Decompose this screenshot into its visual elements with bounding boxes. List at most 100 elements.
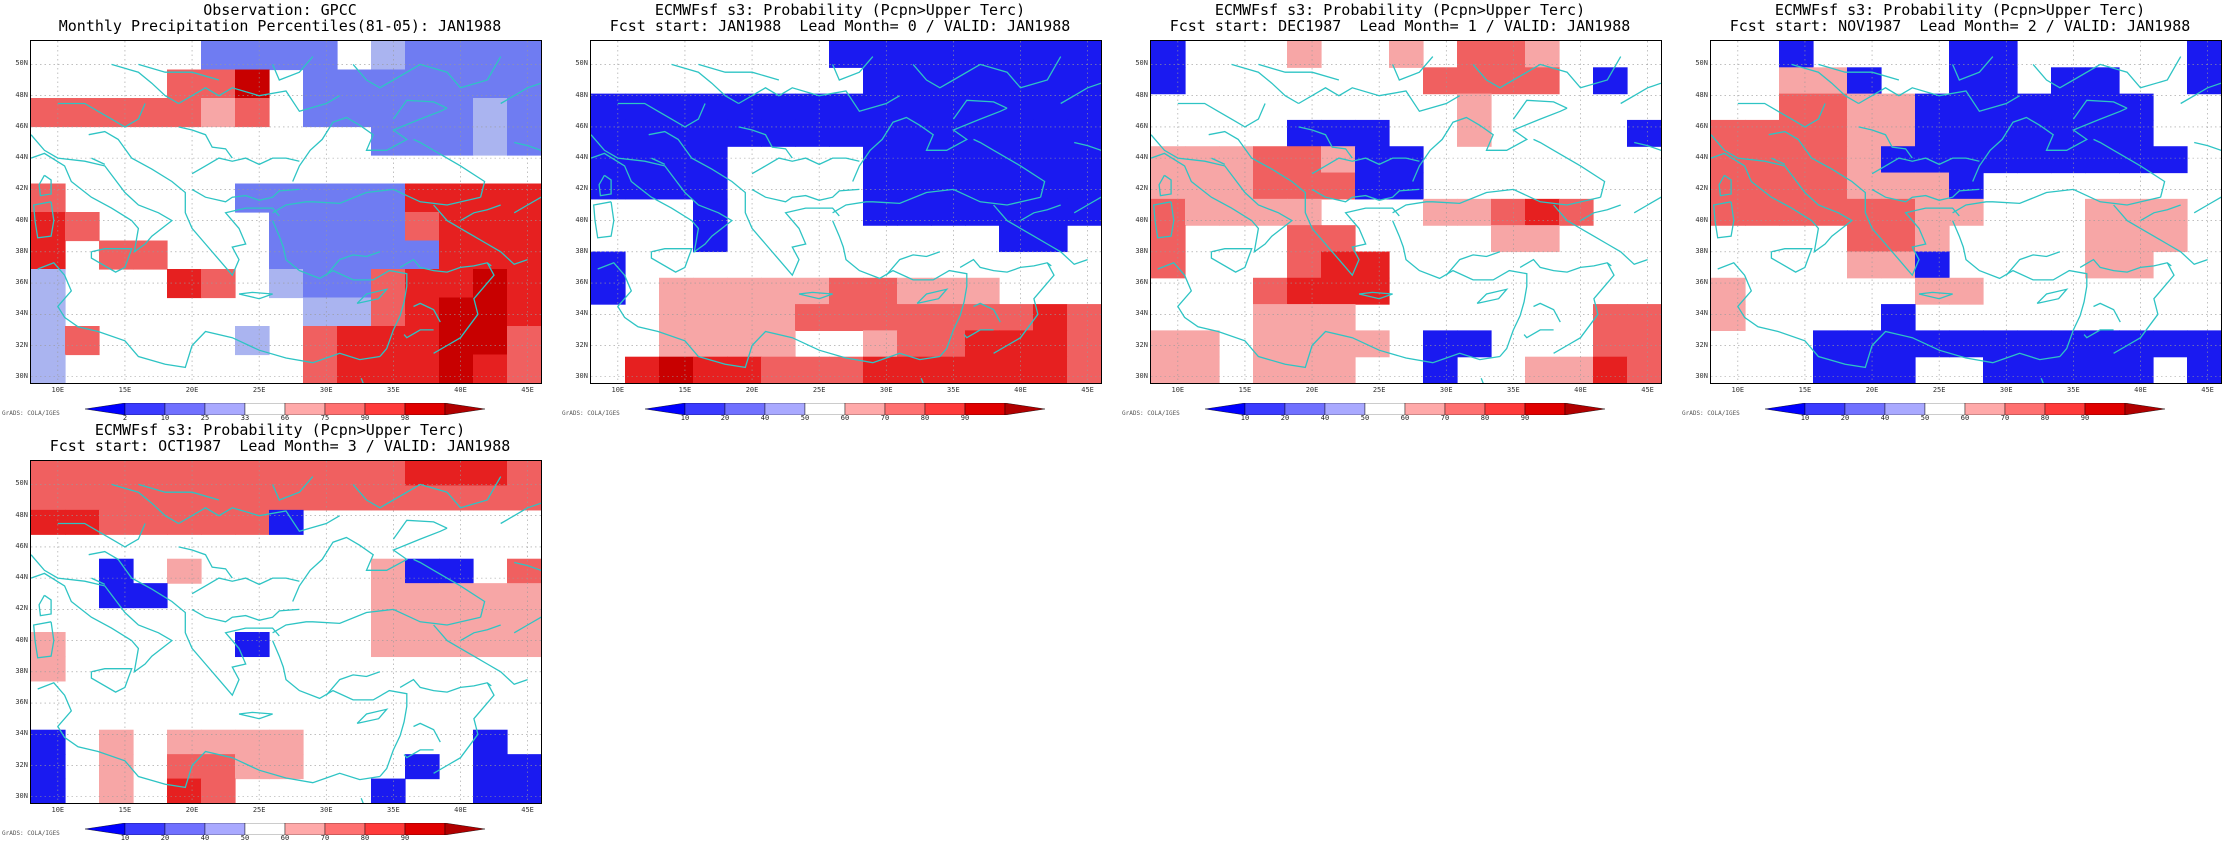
grid-cell-12-5 [1881,356,1916,383]
colorbar-swatch [284,822,326,836]
lon-tick-label: 30E [319,806,333,814]
lon-tick-label: 45E [521,386,534,394]
colorbar-swatch [364,402,406,416]
grid-cell-4-8 [1983,146,2018,174]
coastline [1553,262,1615,354]
grid-cell-11-6 [235,729,270,755]
grid-cell-6-1 [65,212,100,242]
grid-cell-10-2 [659,304,694,331]
grid-cell-10-6 [795,304,830,331]
grid-cell-5-0 [1151,172,1186,200]
grid-cell-2-14 [1067,93,1101,121]
grid-cell-7-12 [999,225,1034,253]
coastline [272,476,314,501]
grid-cell-8-11 [405,269,440,299]
coastline [88,130,280,277]
coastline [1476,288,1509,305]
coastline [2083,329,2114,339]
grid-cell-11-9 [1457,330,1492,358]
grid-cell-10-13 [1033,304,1068,331]
coastline [1533,138,1606,198]
map-panel-lead3: ECMWFsf s3: Probability (Pcpn>Upper Terc… [0,420,560,842]
colorbar-tick-label: 98 [400,414,410,422]
coastline [1298,126,1353,159]
panel-subtitle: Fcst start: NOV1987 Lead Month= 2 / VALI… [1729,17,2191,35]
grid-cell-3-2 [659,119,694,147]
lat-tick-label: 42N [575,184,588,193]
colorbar-tick-label: 70 [1440,414,1450,422]
lat-tick-label: 36N [15,698,28,707]
coastline [738,126,793,159]
grid-cell-1-3 [133,485,168,511]
lon-tick-label: 15E [1238,386,1252,394]
colorbar-swatch [1764,402,1806,416]
coastline [1871,157,1980,175]
grads-credit: GrADS: COLA/IGES [2,410,60,417]
grid-cell-5-0 [591,172,626,200]
grid-cell-12-13 [1593,356,1628,383]
grid-cell-3-6 [795,119,830,147]
coastline [2005,251,2061,276]
grid-cell-11-2 [99,729,134,755]
lat-tick-label: 30N [1695,371,1708,380]
coastline [973,138,1046,198]
grid-cell-2-2 [659,93,694,121]
grid-cell-11-7 [1949,330,1984,358]
coastline [31,134,174,254]
grid-cell-9-0 [591,277,626,305]
coastline [1871,188,1980,203]
grid-cell-10-14 [1627,304,1661,331]
lat-tick-label: 44N [15,153,28,162]
panel-title: ECMWFsf s3: Probability (Pcpn>Upper Terc… [1774,1,2146,19]
grid-cell-12-13 [473,754,508,780]
coastline [1157,262,1500,369]
grid-cell-8-10 [371,269,406,299]
grid-cell-6-2 [1779,198,1814,226]
grid-cell-9-3 [1253,277,1288,305]
grid-cell-12-1 [1185,356,1220,383]
grid-cell-11-11 [405,354,440,383]
coastline [1311,188,1420,203]
grid-cell-5-6 [1915,172,1950,200]
colorbar-tick-label: 2 [122,414,128,422]
grid-cell-11-0 [31,729,66,755]
lon-tick-label: 45E [521,806,534,814]
grid-cell-4-11 [405,558,440,584]
lon-tick-label: 35E [387,386,400,394]
grid-cell-2-1 [625,93,660,121]
grid-cell-9-2 [659,277,694,305]
grid-cell-8-5 [201,269,236,299]
coastline [1858,87,2021,113]
colorbar-svg [84,402,486,416]
coastline [292,527,448,602]
lon-tick-label: 40E [454,806,467,814]
colorbar-swatch [2124,402,2166,416]
coastline [1412,107,1568,182]
grid-cell-4-13 [1033,146,1068,174]
coastline [2093,138,2166,198]
lat-tick-label: 48N [15,90,28,99]
coastline [671,63,739,105]
grid-cell-7-11 [2085,225,2120,253]
lat-tick-label: 36N [15,278,28,287]
grid-cell-1-8 [303,485,338,511]
grid-cell-3-5 [761,119,796,147]
colorbar-tick-label: 10 [680,414,690,422]
colorbar-swatch [1244,402,1286,416]
grid-cell-6-3 [1253,198,1288,226]
grid-cell-5-3 [693,172,728,200]
colorbar [84,820,486,836]
grid-cell-11-5 [201,729,236,755]
grid-cell-5-11 [405,583,440,609]
grid-cell-2-7 [269,509,304,535]
colorbar-tick-label: 33 [240,414,250,422]
grid-cell-11-7 [269,729,304,755]
grid-cell-10-12 [999,304,1034,331]
grid-cell-0-10 [371,461,406,487]
grid-cell-9-7 [1949,277,1984,305]
grid-cell-12-11 [965,356,1000,383]
grid-cell-11-12 [2119,330,2154,358]
grid-cell-12-4 [1847,356,1882,383]
colorbar [644,400,1046,416]
lat-tick-label: 44N [15,573,28,582]
